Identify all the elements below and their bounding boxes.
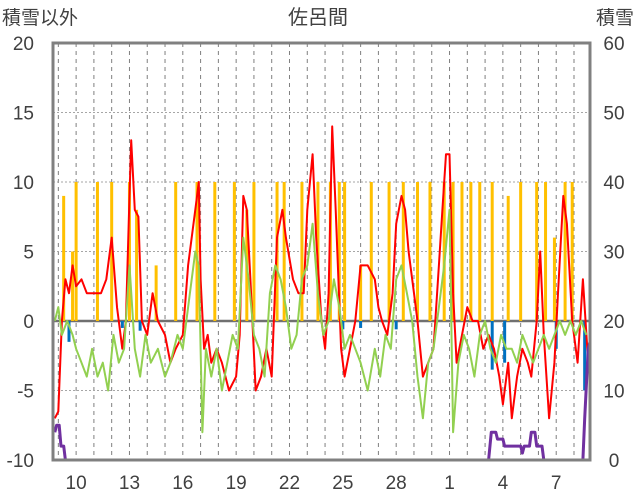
bar-0 [387, 182, 391, 321]
x-tick-label: 1 [444, 473, 455, 494]
left-tick-label: 10 [13, 173, 34, 194]
bar-0 [570, 182, 574, 321]
x-tick-label: 7 [551, 473, 562, 494]
right-tick-label: 60 [603, 34, 624, 55]
bar-0 [460, 182, 464, 321]
bar-0 [232, 182, 236, 321]
bar-0 [416, 182, 420, 321]
bar-0 [62, 195, 66, 321]
left-tick-label: 5 [23, 243, 34, 264]
left-tick-label: -10 [7, 451, 34, 472]
left-tick-label: 20 [13, 34, 34, 55]
x-tick-label: 13 [119, 473, 140, 494]
bar-0 [544, 182, 548, 321]
bar-0 [174, 182, 178, 321]
bar-0 [442, 182, 446, 321]
bar-0 [337, 182, 341, 321]
bar-0 [359, 265, 363, 321]
bar-0 [282, 182, 286, 321]
bar-0 [535, 182, 539, 321]
chart-title: 佐呂間 [288, 6, 348, 29]
bar-0 [369, 182, 373, 321]
bar-0 [127, 182, 131, 321]
bar-0 [451, 182, 455, 321]
bar-0 [506, 195, 510, 321]
bar-0 [469, 182, 473, 321]
bar-0 [343, 182, 347, 321]
right-tick-label: 0 [609, 451, 620, 472]
bar-1 [583, 321, 587, 391]
bar-0 [71, 251, 75, 321]
right-tick-label: 40 [603, 173, 624, 194]
bar-1 [138, 321, 142, 331]
plot-frame [51, 41, 592, 462]
bar-0 [401, 182, 405, 321]
bar-0 [110, 182, 114, 321]
bar-0 [213, 182, 217, 321]
x-tick-label: 10 [66, 473, 87, 494]
tick-labels: -10 -5 0 5 10 15 20 0 10 20 30 40 50 60 10 13 16 19 22 25 28… [7, 34, 625, 494]
left-axis-label: 積雪以外 [2, 7, 78, 29]
left-tick-label: 0 [23, 312, 34, 333]
bar-0 [135, 209, 139, 321]
bar-0 [563, 182, 567, 321]
bar-0 [519, 182, 523, 321]
bar-0 [154, 265, 158, 321]
bar-0 [552, 237, 556, 321]
x-tick-label: 4 [498, 473, 509, 494]
bar-1 [67, 321, 71, 342]
bar-1 [394, 321, 398, 330]
x-tick-label: 28 [386, 473, 407, 494]
bar-0 [428, 182, 432, 321]
bar-0 [490, 182, 494, 321]
left-tick-label: 15 [13, 104, 34, 125]
x-tick-label: 19 [226, 473, 247, 494]
bar-0 [300, 182, 304, 321]
bar-1 [359, 321, 363, 328]
bar-1 [341, 321, 345, 330]
bar-1 [120, 321, 124, 328]
right-tick-label: 20 [603, 312, 624, 333]
bar-0 [95, 182, 99, 321]
left-tick-label: -5 [17, 382, 34, 403]
bar-0 [478, 182, 482, 321]
x-tick-label: 22 [279, 473, 300, 494]
right-tick-label: 10 [603, 382, 624, 403]
right-tick-label: 30 [603, 243, 624, 264]
right-tick-label: 50 [603, 104, 624, 125]
bar-0 [252, 182, 256, 321]
right-axis-label: 積雪 [596, 7, 634, 29]
x-tick-label: 25 [332, 473, 353, 494]
bar-0 [74, 182, 78, 321]
bar-0 [195, 182, 199, 321]
series-line-3 [53, 208, 588, 434]
x-tick-label: 16 [172, 473, 193, 494]
